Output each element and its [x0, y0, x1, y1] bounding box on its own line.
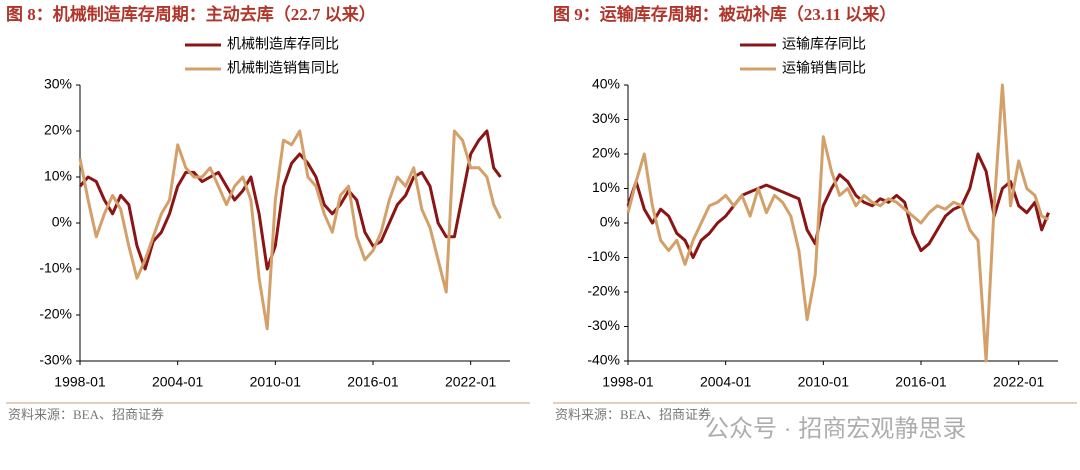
- y-tick-label: -20%: [587, 283, 620, 299]
- legend-label: 运输销售同比: [782, 60, 866, 76]
- legend-label: 运输库存同比: [782, 36, 866, 52]
- x-tick-label: 2010-01: [250, 374, 302, 390]
- series-line: [78, 129, 502, 271]
- x-tick-label: 1998-01: [54, 374, 106, 390]
- source: 资料来源：BEA、招商证券: [8, 407, 164, 422]
- x-tick-label: 2004-01: [152, 374, 204, 390]
- y-tick-label: -10%: [39, 260, 72, 276]
- chart-title: 图 8：机械制造库存周期：主动去库（22.7 以来）: [6, 4, 376, 24]
- y-tick-label: 20%: [592, 145, 620, 161]
- y-tick-label: 10%: [44, 168, 72, 184]
- legend-label: 机械制造销售同比: [227, 60, 339, 76]
- y-tick-label: 30%: [44, 76, 72, 92]
- y-tick-label: -20%: [39, 306, 72, 322]
- y-tick-label: 20%: [44, 122, 72, 138]
- x-tick-label: 2016-01: [895, 374, 947, 390]
- source: 资料来源：BEA、招商证券: [555, 407, 711, 422]
- legend-label: 机械制造库存同比: [227, 36, 339, 52]
- y-tick-label: -10%: [587, 248, 620, 264]
- y-tick-label: 10%: [592, 179, 620, 195]
- y-tick-label: 0%: [52, 214, 72, 230]
- x-tick-label: 2004-01: [700, 374, 752, 390]
- series-line: [626, 152, 1050, 259]
- x-tick-label: 2010-01: [798, 374, 850, 390]
- x-tick-label: 1998-01: [602, 374, 654, 390]
- watermark: 公众号 · 招商宏观静思录: [705, 415, 966, 442]
- y-tick-label: -30%: [587, 317, 620, 333]
- series-line: [78, 129, 502, 331]
- x-tick-label: 2022-01: [445, 374, 497, 390]
- y-tick-label: -40%: [587, 352, 620, 368]
- chart-title: 图 9：运输库存周期：被动补库（23.11 以来）: [553, 4, 896, 24]
- x-tick-label: 2022-01: [993, 374, 1045, 390]
- series-line: [626, 83, 1050, 363]
- y-tick-label: -30%: [39, 352, 72, 368]
- y-tick-label: 30%: [592, 110, 620, 126]
- y-tick-label: 40%: [592, 76, 620, 92]
- x-tick-label: 2016-01: [347, 374, 399, 390]
- y-tick-label: 0%: [600, 214, 620, 230]
